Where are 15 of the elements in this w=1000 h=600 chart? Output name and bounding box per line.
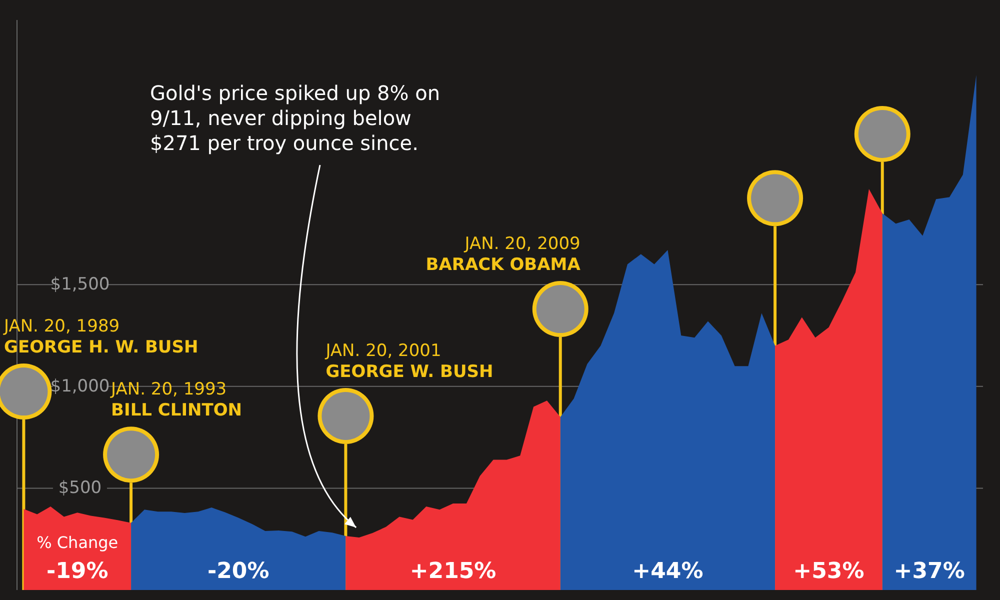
- series-label: +215%: [410, 559, 496, 584]
- series-label: +37%: [894, 559, 965, 584]
- annotation: Gold's price spiked up 8% on 9/11, never dipping below $271 per troy ounce since.: [150, 81, 440, 155]
- series-label: +53%: [793, 559, 864, 584]
- series-label: -19%: [46, 559, 108, 584]
- annotation: % Change: [36, 533, 118, 552]
- series-label: -20%: [207, 559, 270, 584]
- series-label: +44%: [632, 559, 704, 584]
- annotation: JAN. 20, 2001 GEORGE W. BUSH: [324, 340, 494, 382]
- annotation: JAN. 20, 1989 GEORGE H. W. BUSH: [3, 316, 198, 358]
- annotation: JAN. 20, 1993 BILL CLINTON: [110, 380, 242, 421]
- y-tick-label: $500: [58, 478, 102, 498]
- y-tick-label: $1,500: [50, 274, 110, 295]
- y-tick-label: $1,000: [50, 376, 110, 396]
- annotation: JAN. 20, 2009 BARACK OBAMA: [426, 234, 582, 276]
